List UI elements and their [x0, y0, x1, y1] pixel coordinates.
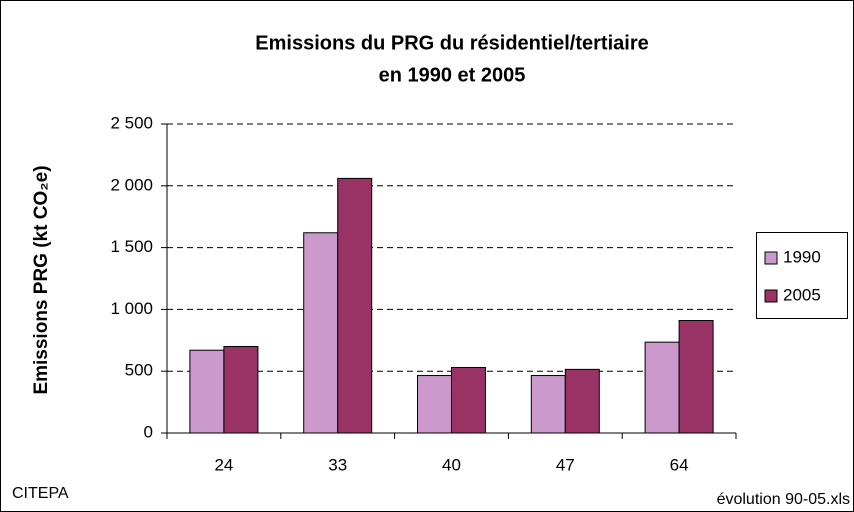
- bar: [223, 345, 259, 434]
- legend-box: [756, 232, 848, 319]
- chart-title: Emissions du PRG du résidentiel/tertiair…: [255, 32, 648, 54]
- y-tick-label: 2 500: [110, 113, 153, 132]
- y-tick-label: 1 000: [110, 299, 153, 318]
- x-tick-label: 40: [442, 455, 461, 474]
- bar: [337, 177, 373, 434]
- y-tick-label: 2 000: [110, 175, 153, 194]
- bar: [564, 368, 600, 434]
- legend-swatch: [764, 251, 778, 265]
- bar: [644, 341, 680, 434]
- source: CITEPA: [12, 485, 69, 502]
- chart-title: en 1990 et 2005: [379, 64, 526, 86]
- bar: [530, 375, 566, 434]
- y-tick-label: 1 500: [110, 237, 153, 256]
- bar: [189, 349, 225, 434]
- bar: [451, 366, 486, 434]
- bar: [417, 375, 452, 434]
- y-tick-label: 500: [125, 361, 153, 380]
- legend-swatch: [764, 289, 778, 303]
- legend-label: 1990: [783, 247, 821, 266]
- y-tick-label: 0: [144, 422, 153, 441]
- file-name: évolution 90-05.xls: [717, 491, 850, 508]
- x-tick-label: 24: [214, 455, 233, 474]
- x-tick-label: 47: [556, 455, 575, 474]
- legend-label: 2005: [783, 285, 821, 304]
- x-tick-label: 64: [670, 455, 689, 474]
- y-axis-label: Emissions PRG (kt CO₂e): [31, 165, 52, 394]
- x-tick-label: 33: [328, 455, 347, 474]
- bar: [303, 232, 339, 434]
- bar: [678, 320, 714, 434]
